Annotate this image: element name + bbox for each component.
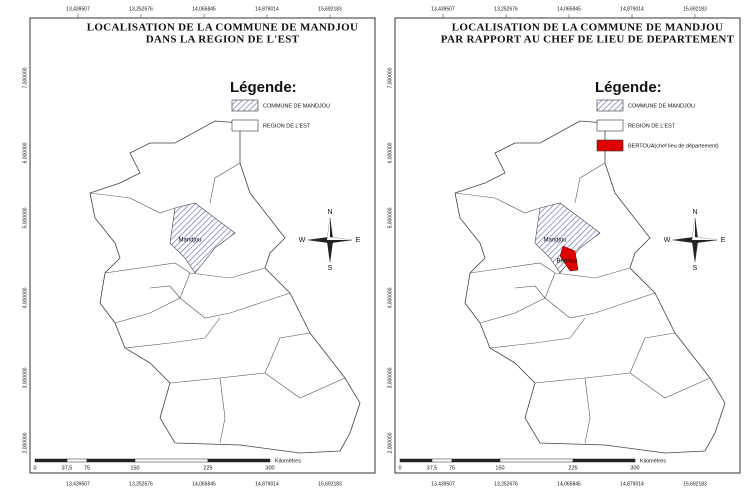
top-coordinate: 15,692183 [318, 6, 342, 12]
side-coordinate: 4,000000 [22, 287, 28, 308]
map-title: LOCALISATION DE LA COMMUNE DE MANDJOU [87, 22, 359, 34]
legend-swatch [231, 119, 259, 132]
side-coordinate: 7,000000 [387, 67, 393, 88]
compass-letter: E [356, 237, 361, 244]
bottom-coordinate: 13,439507 [431, 481, 455, 487]
bottom-coordinate: 15,692183 [683, 481, 707, 487]
compass-letter: S [693, 265, 698, 272]
compass-letter: N [327, 209, 332, 216]
side-coordinate: 2,000000 [387, 432, 393, 453]
scale-label: 300 [630, 465, 639, 471]
map-panel: 13,439507 13,252676 14,065845 14,879014 15,6… [22, 6, 376, 487]
scale-label: 37,5 [427, 465, 438, 471]
scale-segment [399, 458, 433, 463]
map-title: PAR RAPPORT AU CHEF DE LIEU DE DEPARTEME… [441, 34, 735, 46]
side-coordinate: 4,000000 [387, 287, 393, 308]
top-coordinate: 14,065845 [557, 6, 581, 12]
legend-label: BERTOUA(chef lieu de département) [628, 143, 719, 149]
scale-label: 37,5 [62, 465, 73, 471]
top-coordinate: 13,252676 [129, 6, 153, 12]
side-coordinate: 2,000000 [22, 432, 28, 453]
map-panel: 13,439507 13,252676 14,065845 14,879014 15,6… [387, 6, 741, 487]
legend-label: REGION DE L'EST [263, 123, 311, 129]
bottom-coordinate: 13,439507 [66, 481, 90, 487]
top-coordinate: 14,065845 [192, 6, 216, 12]
compass-letter: N [692, 209, 697, 216]
scale-label: 225 [203, 465, 212, 471]
scale-label: 0 [33, 465, 36, 471]
scale-segment [451, 458, 501, 463]
scale-label: 75 [84, 465, 90, 471]
scale-segment [207, 458, 271, 463]
side-coordinate: 5,000000 [387, 207, 393, 228]
compass-half [692, 218, 717, 240]
bottom-coordinate: 14,879014 [255, 481, 279, 487]
compass-letter: W [664, 237, 671, 244]
top-coordinate: 13,252676 [494, 6, 518, 12]
map-label: Mandjou [543, 238, 566, 244]
map-label: Mandjou [178, 238, 201, 244]
bottom-coordinate: 14,879014 [620, 481, 644, 487]
map-label: Bertoua [556, 259, 578, 265]
scale-segment [66, 458, 88, 463]
top-coordinate: 15,692183 [683, 6, 707, 12]
legend-label: COMMUNE DE MANDJOU [263, 103, 330, 109]
top-coordinate: 14,879014 [255, 6, 279, 12]
bottom-coordinate: 14,065845 [192, 481, 216, 487]
side-coordinate: 5,000000 [22, 207, 28, 228]
compass-half [327, 218, 352, 240]
north-arrow: N S E W [664, 209, 726, 272]
bottom-coordinate: 13,252676 [494, 481, 518, 487]
side-coordinate: 6,000000 [22, 142, 28, 163]
legend-label: COMMUNE DE MANDJOU [628, 103, 695, 109]
map-title: LOCALISATION DE LA COMMUNE DE MANDJOU [452, 22, 724, 34]
side-coordinate: 7,000000 [22, 67, 28, 88]
map-title: DANS LA REGION DE L'EST [146, 34, 300, 46]
side-coordinate: 6,000000 [387, 142, 393, 163]
scale-label: 150 [495, 465, 504, 471]
scale-label: 0 [398, 465, 401, 471]
scale-segment [34, 458, 68, 463]
top-coordinate: 14,879014 [620, 6, 644, 12]
scale-unit: Kilomètres [275, 458, 301, 464]
compass-letter: E [721, 237, 726, 244]
scale-unit: Kilomètres [640, 458, 666, 464]
bertoua-area [559, 245, 579, 272]
legend-swatch [231, 99, 259, 112]
legend-label: REGION DE L'EST [628, 123, 676, 129]
legend-title: Légende: [595, 79, 662, 96]
scale-segment [86, 458, 136, 463]
legend-swatch [596, 139, 624, 152]
north-arrow: N S E W [299, 209, 361, 272]
compass-letter: S [328, 265, 333, 272]
scale-segment [431, 458, 453, 463]
scale-segment [572, 458, 636, 463]
bottom-coordinate: 15,692183 [318, 481, 342, 487]
legend-swatch [596, 99, 624, 112]
scale-segment [134, 458, 209, 463]
scale-label: 225 [568, 465, 577, 471]
scale-label: 300 [265, 465, 274, 471]
bottom-coordinate: 14,065845 [557, 481, 581, 487]
side-coordinate: 3,000000 [387, 367, 393, 388]
legend-title: Légende: [230, 79, 297, 96]
compass-letter: W [299, 237, 306, 244]
bottom-coordinate: 13,252676 [129, 481, 153, 487]
scale-label: 75 [449, 465, 455, 471]
side-coordinate: 3,000000 [22, 367, 28, 388]
scale-segment [499, 458, 574, 463]
top-coordinate: 13,439507 [66, 6, 90, 12]
scale-label: 150 [130, 465, 139, 471]
legend-swatch [596, 119, 624, 132]
top-coordinate: 13,439507 [431, 6, 455, 12]
